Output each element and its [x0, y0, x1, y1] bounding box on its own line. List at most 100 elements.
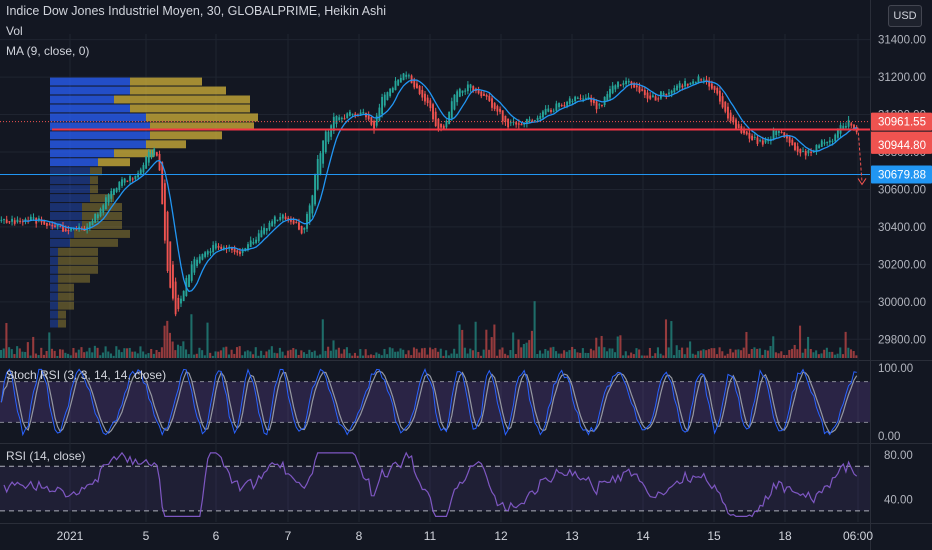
- candle-body: [853, 124, 855, 130]
- volume-bar: [723, 355, 727, 358]
- volume-bar: [150, 348, 153, 358]
- candle-body: [279, 217, 282, 220]
- volume-bar: [126, 348, 129, 358]
- volume-bar: [611, 348, 614, 358]
- candle-body: [75, 228, 78, 231]
- volume-bar: [276, 353, 279, 358]
- volume-bar: [329, 350, 332, 358]
- candle-body: [729, 112, 732, 121]
- currency-button[interactable]: USD: [888, 5, 922, 27]
- volume-bar: [555, 351, 558, 358]
- candle-body: [153, 148, 156, 156]
- candle-body: [131, 178, 134, 180]
- candle-body: [775, 130, 778, 135]
- candle-body: [289, 218, 292, 222]
- volume-bar: [42, 354, 45, 358]
- candle-body: [847, 119, 850, 127]
- stoch-k-line: [0, 368, 857, 437]
- candle-body: [241, 249, 244, 253]
- candle-body: [375, 115, 378, 126]
- candle-body: [32, 217, 35, 219]
- candle-body: [568, 98, 571, 104]
- candle-body: [718, 90, 721, 102]
- volume-bar: [675, 345, 678, 358]
- candle-body: [528, 119, 531, 122]
- volume-legend[interactable]: Vol: [6, 24, 23, 38]
- candle-body: [804, 151, 807, 156]
- candle-body: [182, 290, 185, 302]
- candle-body: [491, 98, 493, 108]
- candle-body: [424, 93, 426, 102]
- candle-body: [574, 96, 577, 102]
- candle-body: [59, 225, 62, 227]
- volume-bar: [694, 354, 697, 358]
- volume-bar: [581, 348, 584, 358]
- volume-bar: [225, 346, 228, 358]
- candle-body: [324, 131, 327, 153]
- candle-body: [394, 80, 397, 91]
- volume-bar: [758, 348, 761, 358]
- volume-bar: [394, 351, 397, 358]
- volume-bar: [50, 348, 54, 358]
- volume-bar: [801, 352, 804, 358]
- volume-bar: [828, 351, 831, 358]
- volume-bar: [718, 347, 721, 358]
- volume-bar: [201, 350, 204, 358]
- volume-bar: [782, 355, 786, 358]
- volume-bar: [316, 355, 319, 358]
- volume-bar: [766, 350, 769, 358]
- volume-bar: [117, 349, 121, 358]
- volume-bar: [136, 353, 139, 358]
- candle-body: [212, 245, 215, 253]
- volume-bar: [528, 340, 531, 358]
- volume-bar: [447, 355, 450, 358]
- volume-bar: [158, 351, 161, 358]
- volume-bar: [219, 350, 222, 358]
- candle-body: [836, 129, 839, 138]
- volume-bar: [445, 350, 448, 358]
- volume-bar: [396, 351, 399, 358]
- candle-body: [214, 243, 217, 249]
- volume-bar: [412, 347, 415, 358]
- candle-body: [0, 219, 3, 221]
- volume-bar: [375, 352, 378, 358]
- volume-profile-up-bar: [50, 104, 130, 113]
- candle-body: [649, 95, 652, 99]
- volume-bar: [361, 355, 365, 358]
- rsi-legend[interactable]: RSI (14, close): [6, 449, 86, 463]
- rsi-axis-label: 80.00: [884, 450, 913, 462]
- volume-bar: [10, 349, 13, 358]
- volume-bar: [359, 349, 362, 358]
- volume-bar: [815, 350, 818, 358]
- candle-body: [689, 82, 692, 85]
- candle-body: [566, 101, 569, 106]
- candle-body: [450, 101, 453, 118]
- candle-body: [646, 92, 649, 99]
- price-axis-label: 30600.00: [878, 184, 926, 196]
- volume-bar: [764, 349, 767, 358]
- volume-bar: [667, 347, 670, 358]
- stoch-rsi-legend[interactable]: Stoch RSI (3, 3, 14, 14, close): [6, 368, 167, 382]
- volume-bar: [383, 348, 386, 358]
- candle-body: [126, 180, 129, 182]
- volume-bar: [501, 347, 504, 358]
- candle-body: [335, 115, 338, 124]
- volume-bar: [32, 336, 35, 358]
- volume-bar: [490, 337, 493, 358]
- volume-bar: [179, 346, 182, 358]
- volume-bar: [284, 355, 287, 358]
- volume-profile-down-bar: [58, 292, 74, 301]
- volume-bar: [640, 355, 643, 358]
- candle-body: [496, 106, 499, 112]
- candle-body: [43, 220, 46, 225]
- candle-body: [507, 118, 510, 128]
- volume-bar: [233, 353, 236, 358]
- volume-bar: [120, 352, 123, 358]
- ma-legend[interactable]: MA (9, close, 0): [6, 44, 90, 58]
- candle-body: [617, 81, 619, 88]
- candle-body: [611, 85, 614, 94]
- volume-bar: [753, 347, 756, 358]
- volume-bar: [18, 348, 21, 358]
- volume-bar: [817, 354, 820, 358]
